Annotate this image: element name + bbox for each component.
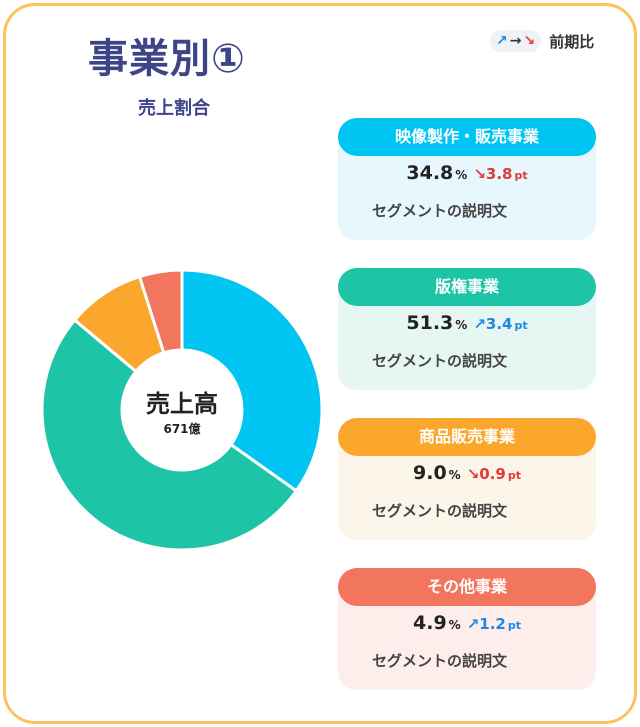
change-value: 0.9 <box>479 465 506 483</box>
segment-share: 9.0 <box>413 462 447 484</box>
segment-name: その他事業 <box>338 568 596 606</box>
trend-down-icon: ↘ <box>473 165 486 183</box>
donut-slice-0 <box>180 268 324 493</box>
change-value: 3.8 <box>485 165 513 183</box>
segment-name: 商品販売事業 <box>338 418 596 456</box>
legend-label: 前期比 <box>549 32 595 51</box>
change-unit: pt <box>514 169 528 182</box>
segment-name: 映像製作・販売事業 <box>338 118 596 156</box>
page-subtitle: 売上割合 <box>138 98 210 119</box>
change-legend: ↗ → ↘ 前期比 <box>490 30 594 52</box>
segment-change: ↗3.4 pt <box>473 315 527 333</box>
segment-values: 51.3% ↗3.4 pt <box>338 312 596 334</box>
percent-unit: % <box>448 618 461 632</box>
trend-down-icon: ↘ <box>466 465 480 483</box>
trend-down-icon: ↘ <box>523 33 536 49</box>
page-title: 事業別① <box>88 36 246 82</box>
change-unit: pt <box>507 469 521 482</box>
change-unit: pt <box>514 319 528 332</box>
change-value: 1.2 <box>479 615 506 633</box>
segment-values: 34.8% ↘3.8 pt <box>338 162 596 184</box>
segment-description: セグメントの説明文 <box>372 652 508 670</box>
segment-description: セグメントの説明文 <box>372 502 508 520</box>
segment-share: 51.3 <box>406 312 454 334</box>
segment-name: 版権事業 <box>338 268 596 306</box>
segment-change: ↘3.8 pt <box>473 165 527 183</box>
donut-slices <box>40 268 324 552</box>
change-value: 3.4 <box>485 315 513 333</box>
donut-chart: 売上高 671億 <box>40 268 324 552</box>
donut-slice-1 <box>40 318 298 552</box>
percent-unit: % <box>448 468 461 482</box>
segment-card-merchandise: 商品販売事業 9.0% ↘0.9 pt セグメントの説明文 <box>338 418 596 540</box>
segment-change: ↘0.9 pt <box>467 465 521 483</box>
segment-change: ↗1.2 pt <box>467 615 521 633</box>
percent-unit: % <box>455 318 468 332</box>
trend-up-icon: ↗ <box>496 33 508 49</box>
segment-share: 34.8 <box>406 162 454 184</box>
segment-values: 4.9% ↗1.2 pt <box>338 612 596 634</box>
segment-card-licensing: 版権事業 51.3% ↗3.4 pt セグメントの説明文 <box>338 268 596 390</box>
center-label: 売上高 <box>146 390 218 418</box>
center-value: 671億 <box>163 421 200 436</box>
trend-up-icon: ↗ <box>473 315 486 333</box>
change-unit: pt <box>507 619 521 632</box>
trend-flat-icon: → <box>509 33 522 49</box>
segment-share: 4.9 <box>413 612 447 634</box>
legend-icons: ↗ → ↘ <box>490 30 542 52</box>
percent-unit: % <box>455 168 468 182</box>
segment-description: セグメントの説明文 <box>372 352 508 370</box>
segment-values: 9.0% ↘0.9 pt <box>338 462 596 484</box>
segment-description: セグメントの説明文 <box>372 202 508 220</box>
segment-card-video: 映像製作・販売事業 34.8% ↘3.8 pt セグメントの説明文 <box>338 118 596 240</box>
segment-card-other: その他事業 4.9% ↗1.2 pt セグメントの説明文 <box>338 568 596 690</box>
trend-up-icon: ↗ <box>466 615 480 633</box>
donut-slice-3 <box>138 268 184 355</box>
